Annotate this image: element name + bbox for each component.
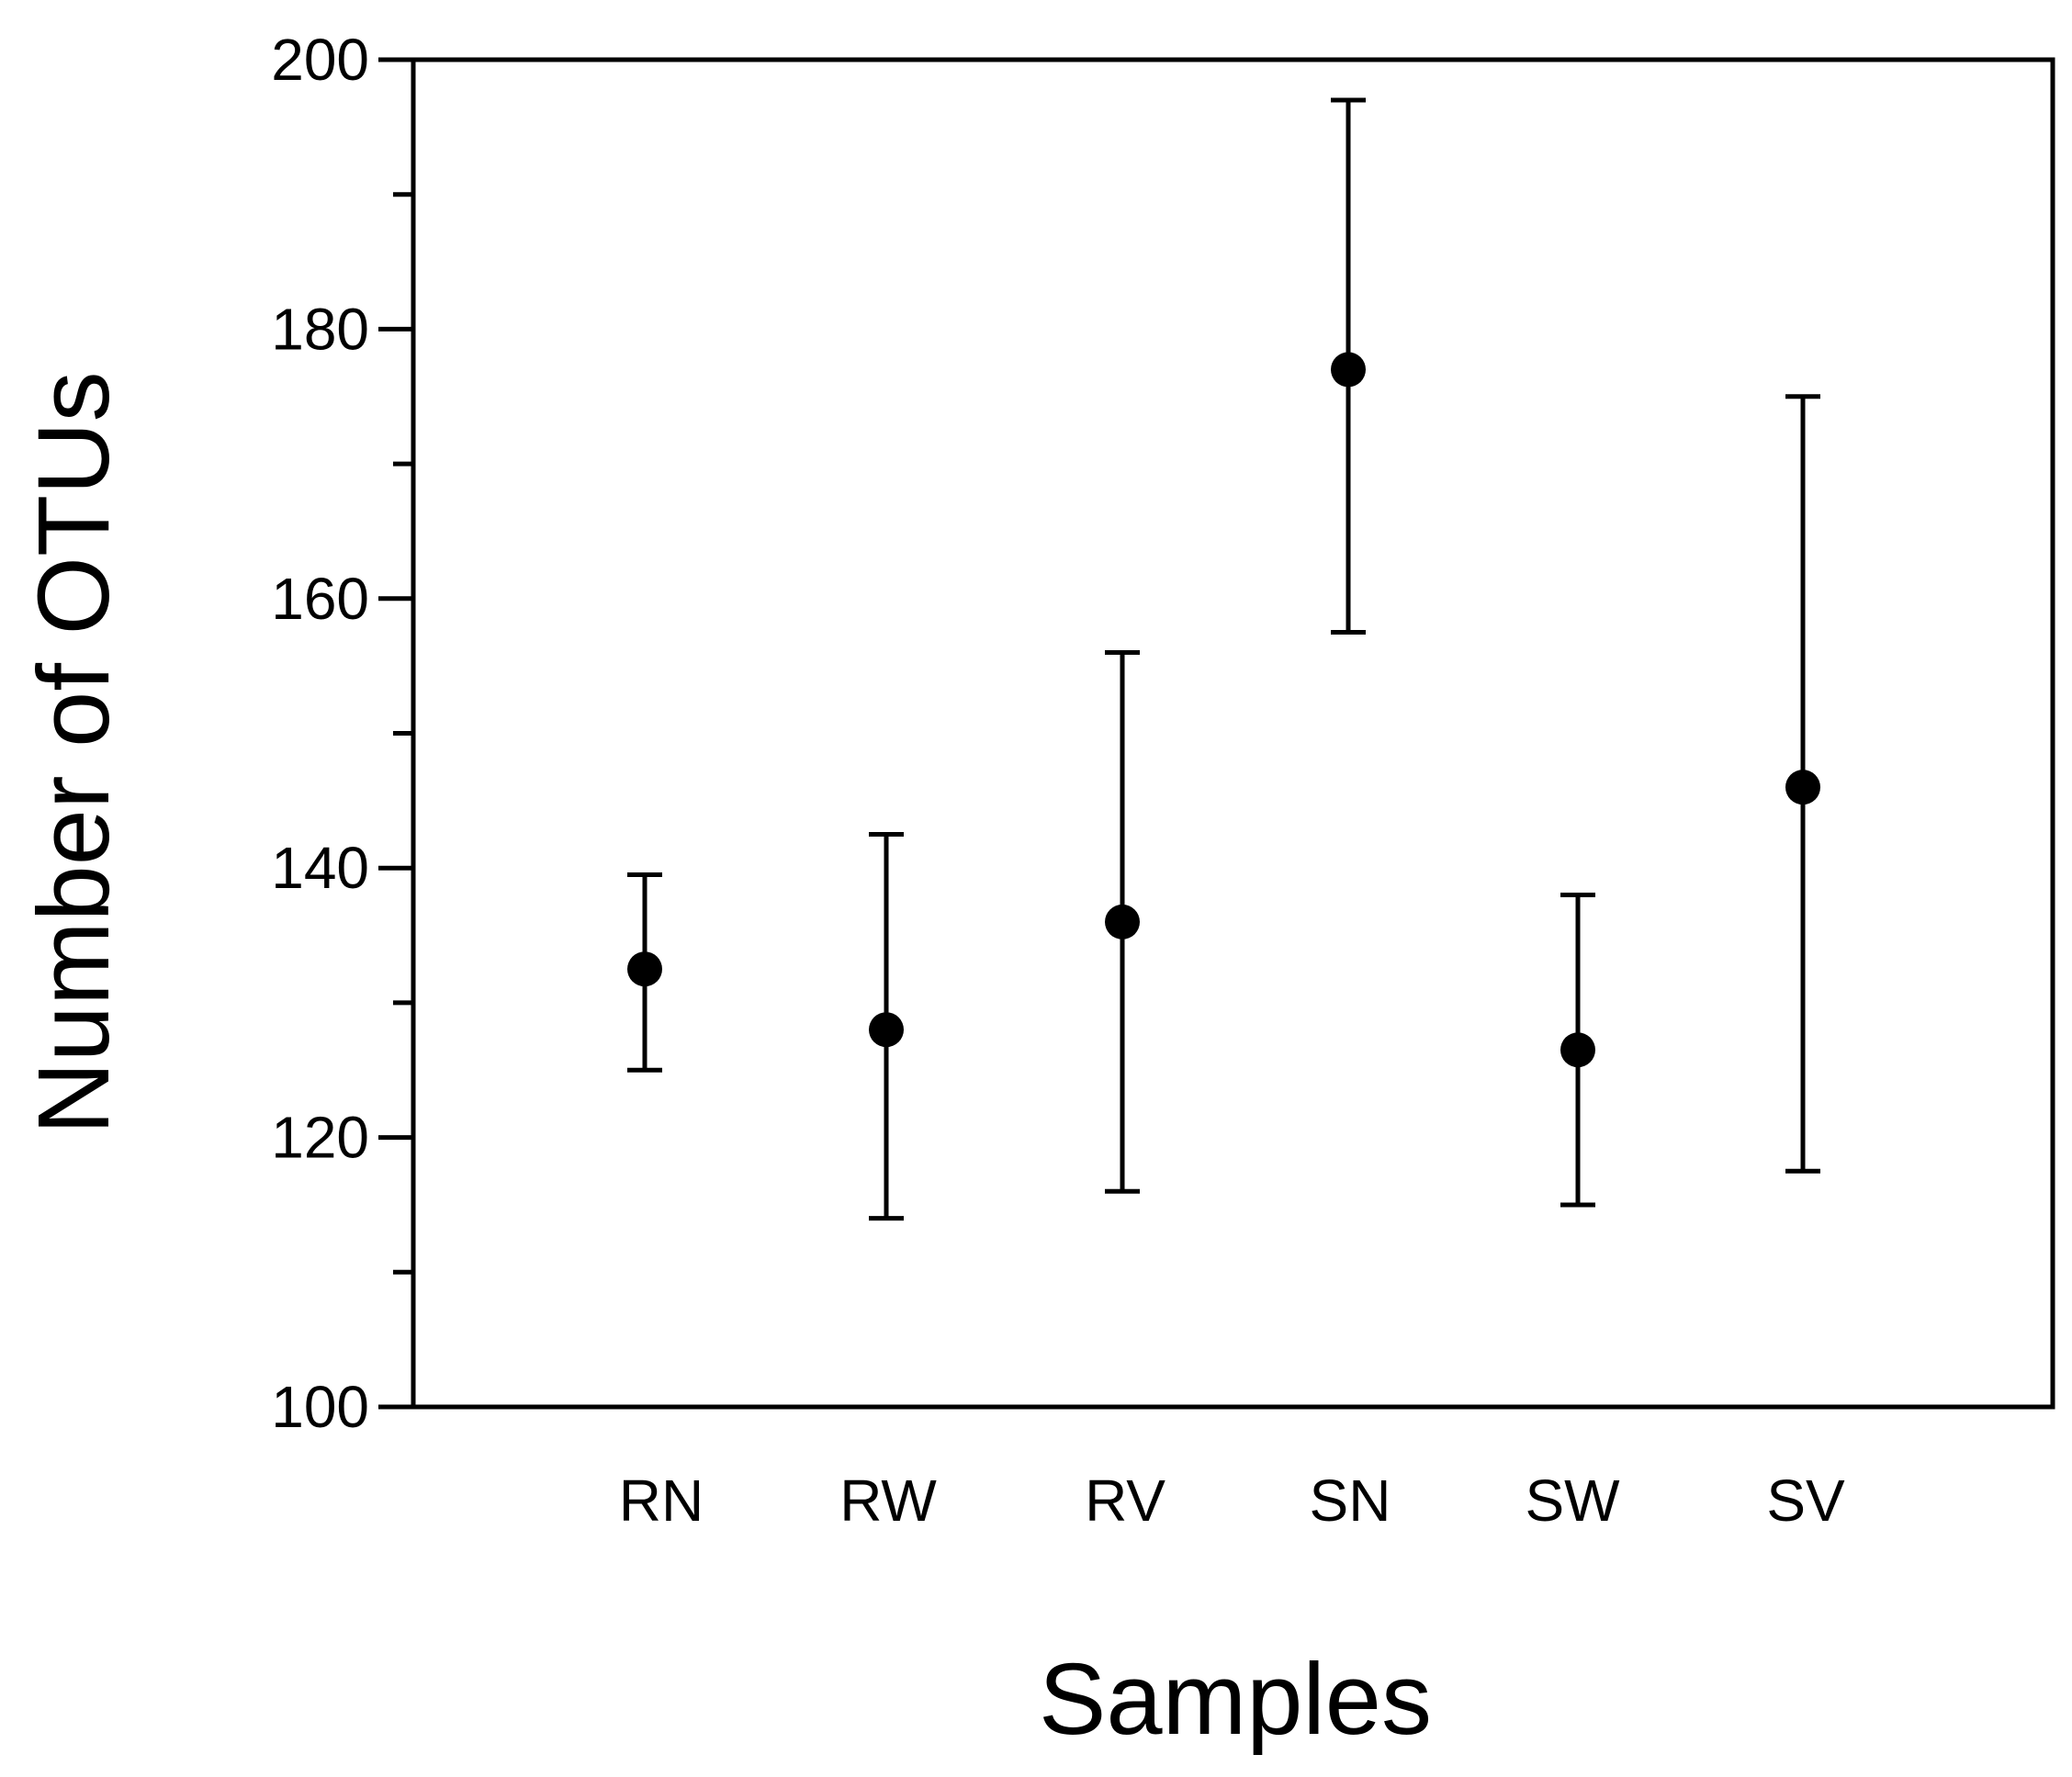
- x-axis-tick-labels: RN RW RV SN SW SV: [619, 1468, 1845, 1534]
- y-tick-label: 140: [271, 835, 369, 901]
- y-axis-tick-labels: 100 120 140 160 180 200: [271, 27, 369, 1440]
- y-tick-label: 120: [271, 1105, 369, 1171]
- plot-frame: [411, 57, 2055, 1410]
- data-point-sn: [1331, 352, 1366, 388]
- y-tick-label: 100: [271, 1374, 369, 1440]
- y-tick-label: 160: [271, 566, 369, 632]
- x-tick-label-sv: SV: [1766, 1468, 1845, 1534]
- y-axis-ticks: [378, 57, 413, 1410]
- x-tick-label-rw: RW: [839, 1468, 937, 1534]
- x-tick-label-sw: SW: [1525, 1468, 1620, 1534]
- x-tick-label-rv: RV: [1085, 1468, 1166, 1534]
- data-point-rn: [627, 951, 662, 987]
- x-tick-label-rn: RN: [619, 1468, 704, 1534]
- data-point-rw: [869, 1012, 904, 1048]
- x-axis-title: Samples: [1039, 1643, 1432, 1756]
- data-point-sw: [1560, 1032, 1595, 1068]
- data-points: [627, 352, 1820, 1068]
- data-point-sv: [1785, 770, 1820, 805]
- y-axis-title: Number of OTUs: [17, 371, 130, 1134]
- y-tick-label: 180: [271, 296, 369, 362]
- data-point-rv: [1105, 904, 1140, 939]
- y-tick-label: 200: [271, 27, 369, 93]
- error-bars: [627, 97, 1820, 1221]
- x-tick-label-sn: SN: [1310, 1468, 1391, 1534]
